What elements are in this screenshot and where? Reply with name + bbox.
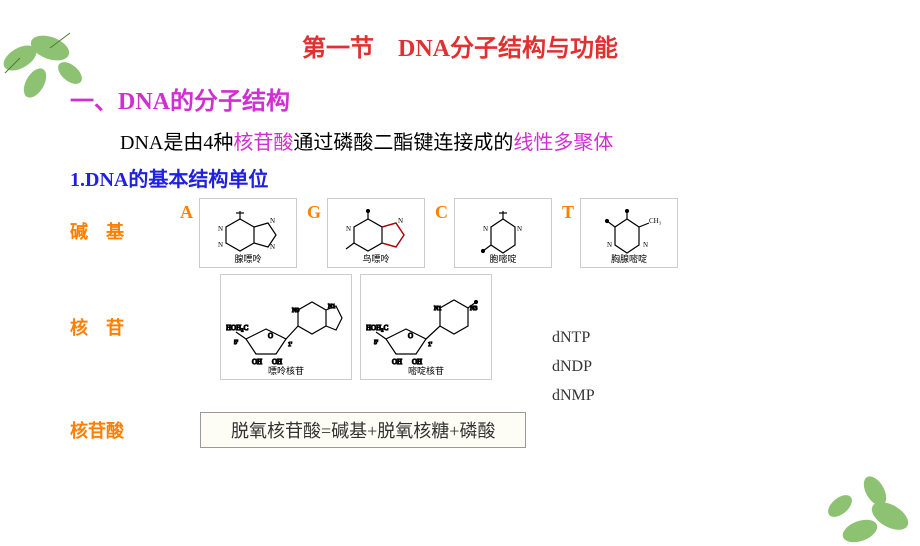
base-name-a: 腺嘌呤 [200,252,296,265]
base-structure-t: N N CH₃ 胸腺嘧啶 [580,198,678,268]
svg-text:N1: N1 [434,306,441,312]
base-letter-t: T [562,202,574,223]
intro-p3: 通过磷酸二酯键连接成的 [293,132,513,154]
intro-p4: 线性多聚体 [513,132,613,154]
base-name-t: 胸腺嘧啶 [581,252,677,265]
section-heading-1: 一、DNA的分子结构 [70,81,920,116]
side-dntp: dNTP [552,324,595,353]
nucleoside-row: 核 苷 HOH₂C O OHOH 5'1' N9N1 嘌呤核苷 [70,274,920,410]
nucleoside-structure-purine: HOH₂C O OHOH 5'1' N9N1 嘌呤核苷 [220,274,352,380]
page-title: 第一节 DNA分子结构与功能 [0,28,920,63]
svg-text:5': 5' [234,340,238,346]
svg-text:5': 5' [374,340,378,346]
svg-text:N: N [218,241,223,249]
svg-text:1': 1' [428,342,432,348]
svg-text:HOH₂C: HOH₂C [366,324,389,332]
svg-text:N: N [346,225,351,233]
svg-text:N1: N1 [328,304,335,310]
nucleoside-name-pyrimidine: 嘧啶核苷 [361,364,491,377]
svg-text:N9: N9 [292,308,299,314]
bases-row: 碱 基 A NN NN 腺嘌呤 G [70,198,920,268]
svg-text:N: N [218,225,223,233]
base-letter-a: A [180,202,193,223]
base-item-a: A NN NN 腺嘌呤 [180,198,297,268]
sub-heading-1: 1.DNA的基本结构单位 [70,163,920,192]
base-item-t: T N N CH₃ 胸腺嘧啶 [562,198,678,268]
corner-leaf-bottom-right [790,436,920,546]
intro-line: DNA是由4种核苷酸通过磷酸二酯键连接成的线性多聚体 [120,126,920,155]
bases-label: 碱 基 [70,198,180,244]
base-letter-g: G [307,202,321,223]
svg-text:N: N [270,243,275,251]
base-name-g: 鸟嘌呤 [328,252,424,265]
svg-text:N3: N3 [470,306,477,312]
nucleoside-structure-pyrimidine: HOH₂C O OHOH 5'1' N1N3 嘧啶核苷 [360,274,492,380]
nucleoside-name-purine: 嘌呤核苷 [221,364,351,377]
base-structure-a: NN NN 腺嘌呤 [199,198,297,268]
svg-text:N: N [398,217,403,225]
base-item-g: G N N 鸟嘌呤 [307,198,425,268]
side-dndp: dNDP [552,353,595,382]
svg-text:N: N [643,241,648,249]
intro-p1: DNA是由4种 [120,132,233,154]
svg-text:N: N [483,225,488,233]
base-item-c: C N N 胞嘧啶 [435,198,552,268]
svg-text:O: O [408,332,413,340]
svg-text:1': 1' [288,342,292,348]
nucleotide-label: 核苷酸 [70,417,180,443]
svg-text:N: N [607,241,612,249]
nucleotide-row: 核苷酸 脱氧核苷酸=碱基+脱氧核糖+磷酸 [70,412,920,448]
base-letter-c: C [435,202,448,223]
svg-text:CH₃: CH₃ [649,217,662,225]
svg-text:N: N [517,225,522,233]
base-structure-c: N N 胞嘧啶 [454,198,552,268]
base-structure-g: N N 鸟嘌呤 [327,198,425,268]
nucleotide-side-list: dNTP dNDP dNMP [552,324,595,410]
side-dnmp: dNMP [552,382,595,411]
svg-text:HOH₂C: HOH₂C [226,324,249,332]
svg-text:O: O [268,332,273,340]
nucleoside-label: 核 苷 [70,274,180,340]
intro-p2: 核苷酸 [233,132,293,154]
base-name-c: 胞嘧啶 [455,252,551,265]
svg-text:N: N [270,217,275,225]
nucleotide-formula: 脱氧核苷酸=碱基+脱氧核糖+磷酸 [200,412,526,448]
